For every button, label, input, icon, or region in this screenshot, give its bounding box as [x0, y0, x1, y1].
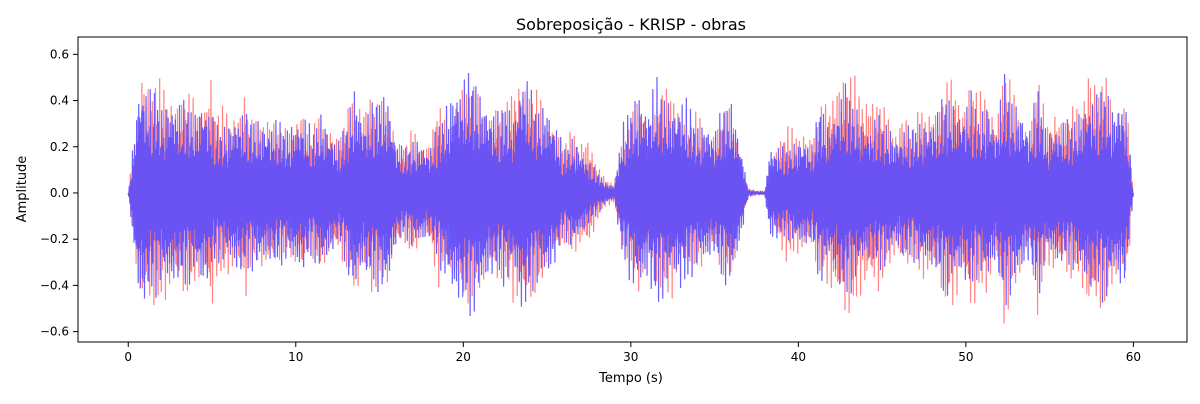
x-axis-label: Tempo (s): [598, 371, 663, 386]
x-tick-label: 50: [958, 350, 973, 364]
y-tick-label: 0.6: [50, 47, 69, 61]
x-axis: 0 10 20 30 40 50 60: [124, 342, 1141, 364]
plot-area: [127, 72, 1134, 324]
y-tick-label: −0.2: [40, 232, 69, 246]
axes-frame: [77, 36, 1188, 343]
x-tick-label: 10: [288, 350, 303, 364]
y-tick-label: 0.0: [50, 186, 69, 200]
y-tick-label: −0.6: [40, 325, 69, 339]
x-tick-label: 20: [456, 350, 471, 364]
y-tick-label: 0.2: [50, 140, 69, 154]
chart-title: Sobreposição - KRISP - obras: [516, 15, 746, 34]
x-tick-label: 60: [1126, 350, 1141, 364]
y-axis-label: Amplitude: [15, 156, 30, 223]
y-tick-label: 0.4: [50, 94, 69, 108]
y-tick-label: −0.4: [40, 278, 69, 292]
y-axis: −0.6 −0.4 −0.2 0.0 0.2 0.4 0.6: [40, 47, 78, 339]
x-tick-label: 0: [124, 350, 132, 364]
x-tick-label: 30: [623, 350, 638, 364]
x-tick-label: 40: [791, 350, 806, 364]
series-line-blue: [127, 72, 1134, 316]
